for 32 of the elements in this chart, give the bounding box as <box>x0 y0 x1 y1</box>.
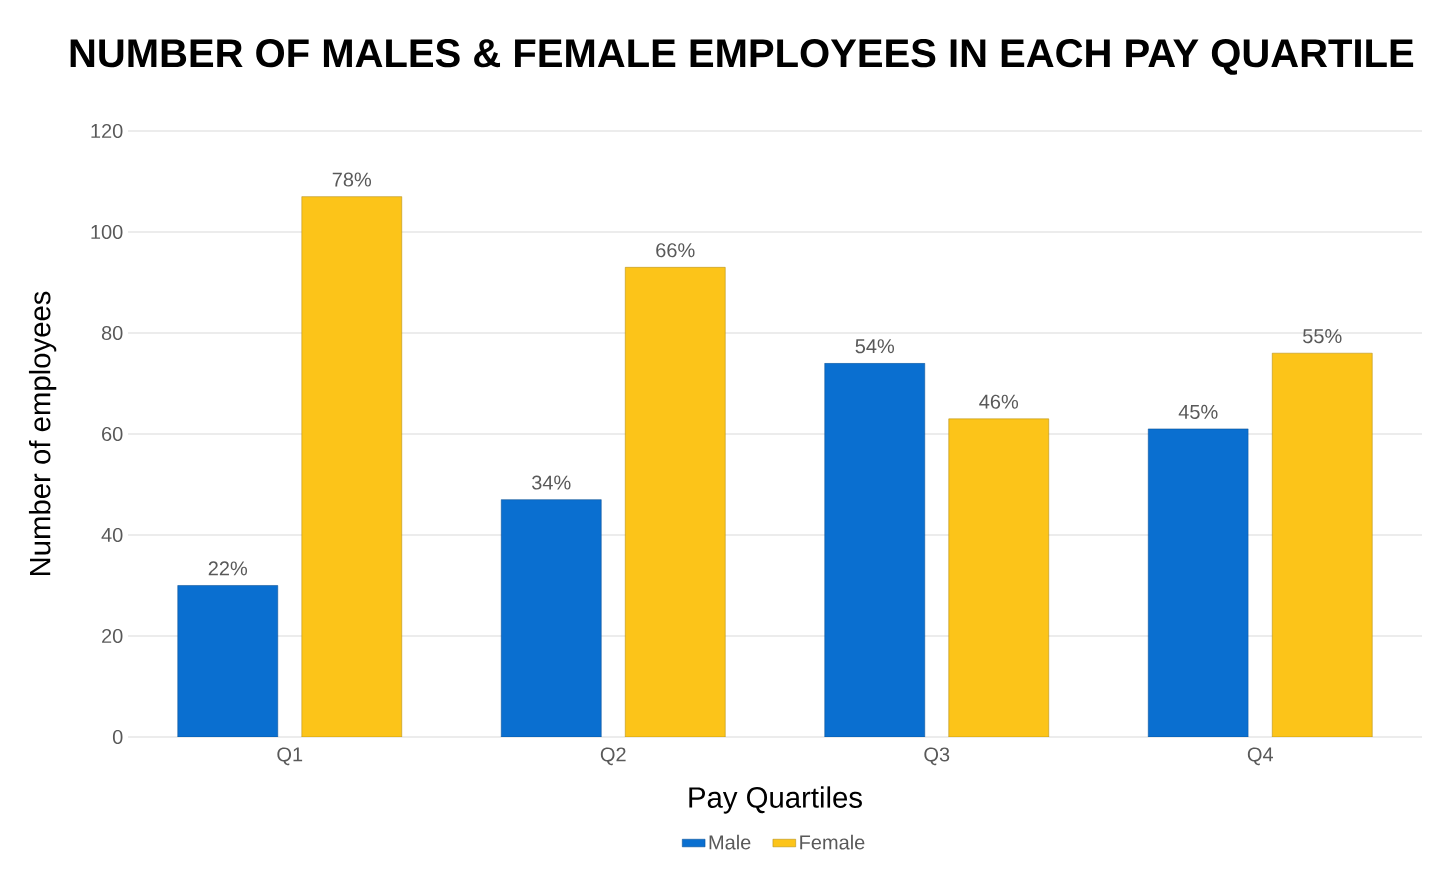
annotation: 54% <box>855 339 895 354</box>
bar <box>1271 352 1373 737</box>
y-tick-label: 60 <box>102 426 123 442</box>
bar <box>824 363 926 737</box>
annotation: 46% <box>979 394 1019 409</box>
x-axis-title: Pay Quartiles <box>689 786 862 814</box>
chart-title: NUMBER OF MALES & FEMALE EMPLOYEES IN EACH PAY QUARTILE <box>70 39 1414 75</box>
annotation: 22% <box>208 561 248 576</box>
y-tick-label: 40 <box>101 527 123 543</box>
x-tick-label: Q3 <box>924 747 950 766</box>
x-tick-label: Q1 <box>277 747 303 766</box>
y-tick-label: 20 <box>102 628 123 644</box>
bar <box>1147 428 1249 737</box>
x-tick-label: Q2 <box>600 747 626 766</box>
y-tick-label: 0 <box>112 729 123 745</box>
bar <box>948 418 1050 737</box>
bar <box>177 585 279 737</box>
annotation: 55% <box>1303 329 1342 344</box>
bar <box>624 267 726 737</box>
annotation: 78% <box>332 172 372 187</box>
annotation: 34% <box>531 475 571 490</box>
y-tick-label: 100 <box>91 224 123 240</box>
legend-label: Female <box>800 834 865 850</box>
bar <box>500 499 602 737</box>
legend-label: Male <box>709 834 751 850</box>
annotation: 66% <box>656 243 695 258</box>
y-tick-label: 80 <box>101 325 123 341</box>
y-axis-title: Number of employees <box>28 291 57 576</box>
x-tick-label: Q4 <box>1247 747 1274 766</box>
bar <box>301 196 403 737</box>
annotation: 45% <box>1178 404 1218 419</box>
y-tick-label: 120 <box>91 123 123 139</box>
